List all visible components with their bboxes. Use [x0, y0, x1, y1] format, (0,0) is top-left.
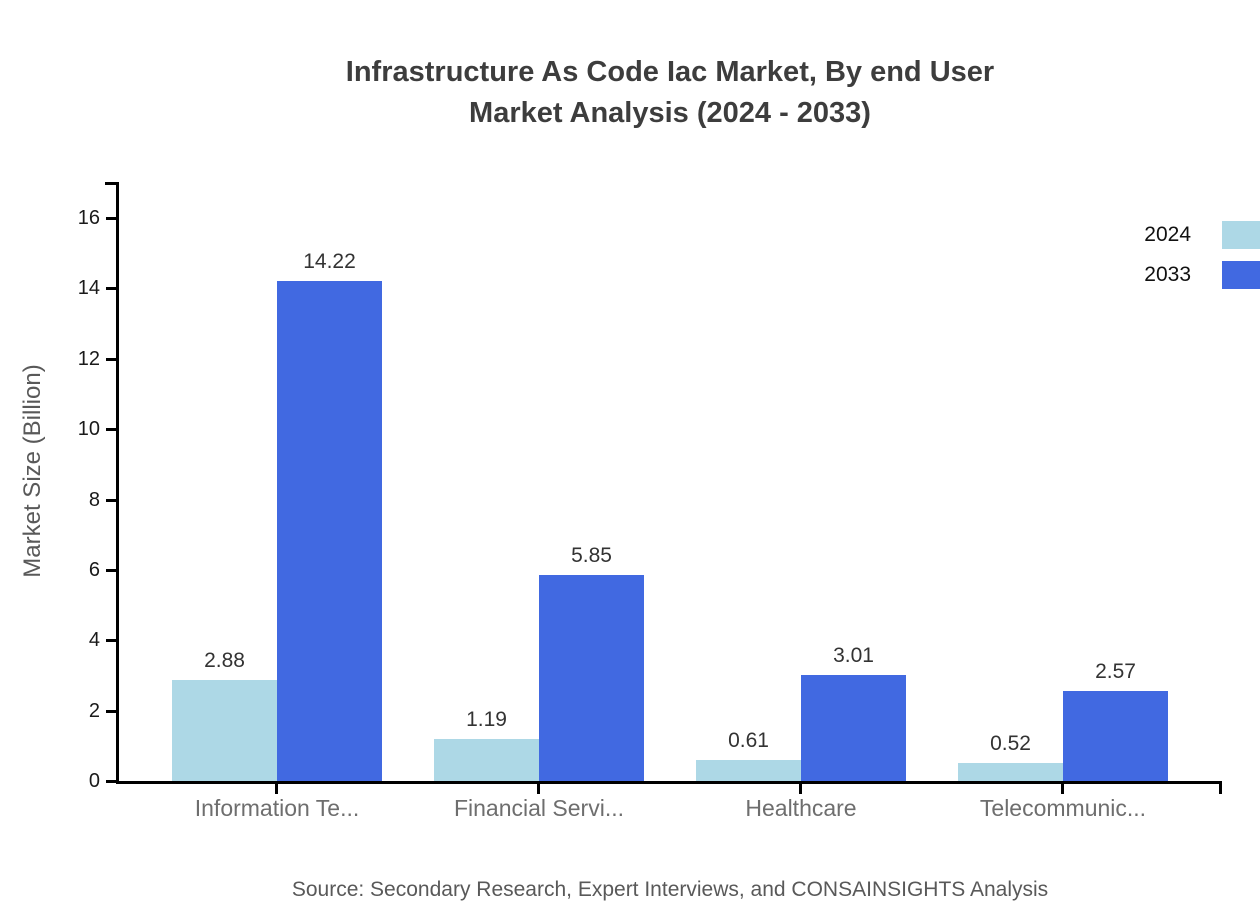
- y-tick-mark: [106, 780, 117, 783]
- y-tick-label: 14: [77, 277, 100, 300]
- bar-value-label: 0.61: [728, 728, 769, 752]
- x-category-label: Healthcare: [745, 795, 857, 821]
- bar-value-label: 1.19: [466, 708, 507, 732]
- bar-value-label: 2.88: [204, 648, 245, 672]
- bar-2024-1: [172, 679, 277, 781]
- y-tick-mark: [106, 217, 117, 220]
- bar-2024-3: [696, 759, 801, 781]
- y-tick-label: 4: [88, 629, 100, 652]
- y-axis-line: [116, 182, 119, 784]
- chart-title: Infrastructure As Code Iac Market, By en…: [80, 52, 1260, 134]
- chart-title-line2: Market Analysis (2024 - 2033): [469, 97, 871, 129]
- bar-value-label: 3.01: [833, 644, 874, 668]
- legend-label: 2024: [1144, 223, 1191, 246]
- y-tick-mark: [106, 498, 117, 502]
- y-tick-label: 8: [88, 488, 100, 511]
- y-tick-label: 2: [88, 699, 100, 722]
- y-tick-mark: [106, 357, 117, 361]
- y-tick-mark: [106, 428, 117, 432]
- x-axis-end-tick: [1219, 784, 1222, 794]
- bar-2033-1: [277, 280, 382, 781]
- legend-label: 2033: [1144, 263, 1191, 286]
- y-tick-mark: [106, 287, 117, 291]
- x-axis-line: [116, 781, 1222, 784]
- legend: 2024 2033: [1144, 221, 1260, 301]
- y-axis-title: Market Size (Billion): [19, 364, 46, 578]
- y-tick-label: 6: [88, 558, 100, 581]
- source-note: Source: Secondary Research, Expert Inter…: [291, 878, 1049, 901]
- x-category-label: Information Te...: [194, 795, 360, 821]
- bar-2033-4: [1063, 690, 1168, 781]
- y-axis-end-tick: [105, 182, 116, 185]
- x-category-label: Telecommunic...: [979, 795, 1147, 821]
- bar-value-label: 14.22: [303, 249, 356, 273]
- bar-2024-2: [434, 739, 539, 781]
- legend-swatch: [1222, 221, 1260, 249]
- legend-swatch: [1222, 261, 1260, 289]
- bar-value-label: 5.85: [571, 544, 612, 568]
- chart-title-line1: Infrastructure As Code Iac Market, By en…: [345, 56, 995, 88]
- y-tick-mark: [106, 709, 117, 713]
- x-tick-mark: [275, 784, 278, 794]
- y-tick-label: 12: [77, 347, 100, 370]
- x-tick-mark: [799, 784, 802, 794]
- y-tick-label: 10: [77, 418, 100, 441]
- bar-2024-4: [958, 762, 1063, 781]
- bar-2033-3: [801, 675, 906, 781]
- y-tick-mark: [106, 639, 117, 643]
- y-tick-label: 0: [88, 770, 100, 792]
- bar-value-label: 0.52: [990, 731, 1031, 755]
- legend-item-2024: 2024: [1144, 221, 1260, 249]
- legend-item-2033: 2033: [1144, 261, 1260, 289]
- y-tick-mark: [106, 568, 117, 572]
- x-category-label: Financial Servi...: [453, 795, 624, 821]
- bar-value-label: 2.57: [1095, 659, 1136, 683]
- x-tick-mark: [537, 784, 540, 794]
- bar-2033-2: [539, 575, 644, 781]
- x-tick-mark: [1061, 784, 1064, 794]
- y-tick-label: 16: [77, 207, 100, 229]
